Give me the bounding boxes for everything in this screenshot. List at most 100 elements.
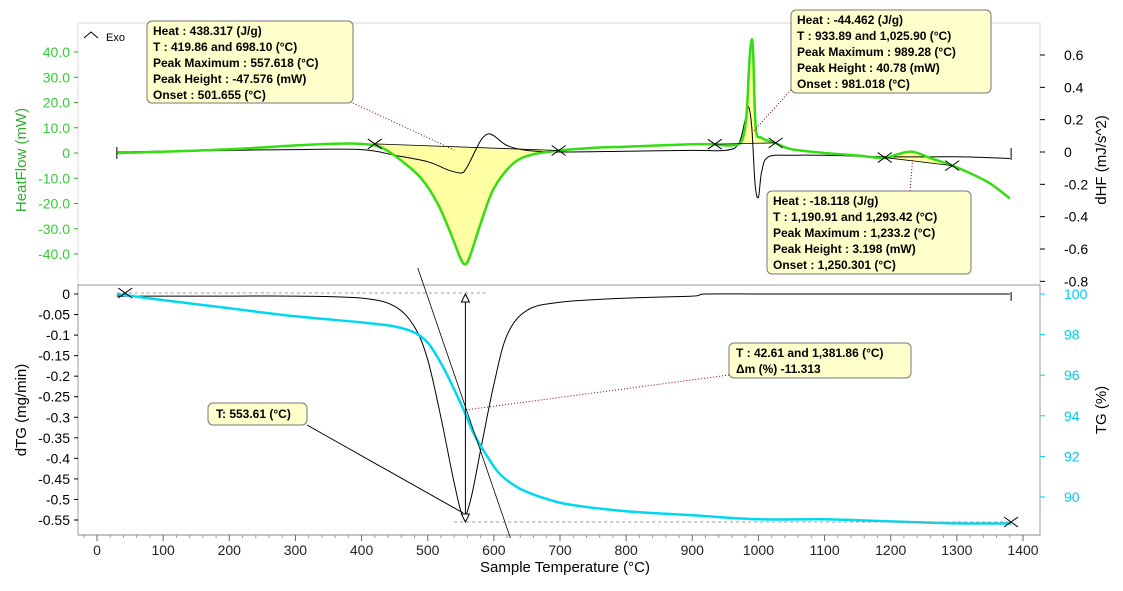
tg-tick-label: 90 <box>1064 489 1080 505</box>
x-tick-label: 1100 <box>810 542 840 558</box>
x-tick-label: 1300 <box>941 542 972 558</box>
dtg-tick-label: -0.35 <box>38 430 70 446</box>
annotation-2-line-5: Onset : 981.018 (°C) <box>797 77 910 91</box>
peak-limit-marker <box>768 137 783 149</box>
tg-curve <box>116 292 1012 525</box>
leader-1 <box>352 102 455 151</box>
tg-tick-label: 98 <box>1064 327 1080 343</box>
heatflow-tick-label: 20.0 <box>43 95 70 111</box>
dtg-tick-label: -0.05 <box>38 307 70 323</box>
x-axis: 0 100 200 300 400 500 600 700 800 900 1000 1100 1200… <box>78 534 1040 558</box>
leader-2 <box>751 89 792 134</box>
x-tick-label: 500 <box>416 542 440 558</box>
peak-fill-3 <box>884 151 954 167</box>
peak-limit-marker <box>944 160 960 172</box>
annotation-2-line-2: T : 933.89 and 1,025.90 (°C) <box>797 29 951 43</box>
annotation-2-line-4: Peak Height : 40.78 (mW) <box>797 61 940 75</box>
dtg-tick-label: -0.4 <box>46 450 70 466</box>
dhf-axis-title: dHF (mJ/s^2) <box>1093 115 1110 205</box>
dtg-tick-label: -0.55 <box>38 512 70 528</box>
onset-tangent <box>417 267 511 539</box>
dhf-axis: 0.6 0.4 0.2 0 -0.2 -0.4 -0.6 -0.8 <box>1040 47 1088 289</box>
annotation-4-line-2: Δm (%) -11.313 <box>736 362 821 376</box>
dtg-tick-label: -0.45 <box>38 471 70 487</box>
annotation-box-4[interactable]: T : 42.61 and 1,381.86 (°C) Δm (%) -11.3… <box>728 342 912 379</box>
dtg-axis-title: dTG (mg/min) <box>13 364 30 457</box>
annotation-box-1[interactable]: Heat : 438.317 (J/g) T : 419.86 and 698.… <box>146 20 354 104</box>
annotation-5-line-1: T: 553.61 (°C) <box>216 407 291 421</box>
x-tick-label: 600 <box>482 542 506 558</box>
leader-3 <box>909 159 914 192</box>
dhf-tick-label: -0.4 <box>1064 209 1088 225</box>
annotation-box-5[interactable]: T: 553.61 (°C) <box>207 402 308 426</box>
tg-tick-label: 100 <box>1064 286 1088 302</box>
x-tick-label: 400 <box>350 542 374 558</box>
peak-integration-fills <box>374 39 954 265</box>
mass-loss-arrowhead-up <box>460 292 471 303</box>
tg-tick-label: 96 <box>1064 367 1080 383</box>
exo-label: Exo <box>106 32 125 44</box>
heatflow-curve <box>116 38 1011 266</box>
heatflow-tick-label: 0 <box>62 145 70 161</box>
bottom-curves <box>116 267 1012 539</box>
x-tick-label: 800 <box>614 542 638 558</box>
x-tick-label: 300 <box>284 542 308 558</box>
x-tick-label: 900 <box>681 542 705 558</box>
x-tick-label: 700 <box>548 542 572 558</box>
annotation-3-line-4: Peak Height : 3.198 (mW) <box>773 242 916 256</box>
annotation-3-line-1: Heat : -18.118 (J/g) <box>773 194 878 208</box>
dtg-tick-label: -0.2 <box>46 368 70 384</box>
x-tick-label: 100 <box>151 542 175 558</box>
annotation-1-line-5: Onset : 501.655 (°C) <box>153 88 266 102</box>
peak-limit-marker <box>877 152 893 163</box>
heatflow-tick-label: 30.0 <box>43 69 70 85</box>
annotation-box-3[interactable]: Heat : -18.118 (J/g) T : 1,190.91 and 1,… <box>766 190 972 275</box>
x-axis-title: Sample Temperature (°C) <box>480 559 650 576</box>
annotation-1-line-4: Peak Height : -47.576 (mW) <box>153 72 306 86</box>
markers <box>116 137 1019 528</box>
heatflow-tick-label: 10.0 <box>43 120 70 136</box>
annotation-3-line-5: Onset : 1,250.301 (°C) <box>773 258 896 272</box>
tg-axis: 100 98 96 94 92 90 <box>1040 286 1088 505</box>
dtg-tick-label: -0.3 <box>46 409 70 425</box>
annotation-2-line-1: Heat : -44.462 (J/g) <box>797 13 903 27</box>
dtg-tick-label: 0 <box>62 286 70 302</box>
tg-axis-title: TG (%) <box>1093 386 1110 434</box>
x-tick-label: 1000 <box>743 542 774 558</box>
x-tick-label: 1200 <box>875 542 906 558</box>
annotation-4-line-1: T : 42.61 and 1,381.86 (°C) <box>736 346 884 360</box>
annotation-box-2[interactable]: Heat : -44.462 (J/g) T : 933.89 and 1,02… <box>790 9 992 94</box>
heatflow-axis: 40.0 30.0 20.0 10.0 0 -10.0 -20.0 -30.0 -40.0 <box>38 44 78 262</box>
x-tick-label: 1400 <box>1007 542 1038 558</box>
peak-baseline-3 <box>884 157 953 167</box>
annotation-1-line-3: Peak Maximum : 557.618 (°C) <box>153 56 319 70</box>
dtg-tick-label: -0.1 <box>46 327 70 343</box>
tg-step-marker <box>1003 516 1019 528</box>
peak-baseline-1 <box>374 143 559 151</box>
dtg-axis: 0 -0.05 -0.1 -0.15 -0.2 -0.25 -0.3 -0.35 -0.4 -0.… <box>38 286 78 528</box>
dtg-tick-label: -0.15 <box>38 348 70 364</box>
annotation-1-line-2: T : 419.86 and 698.10 (°C) <box>153 40 297 54</box>
annotation-2-line-3: Peak Maximum : 989.28 (°C) <box>797 45 956 59</box>
annotation-3-line-3: Peak Maximum : 1,233.2 (°C) <box>773 226 935 240</box>
peak-fill-1 <box>374 143 559 265</box>
peak-limit-marker <box>367 138 383 150</box>
dhf-tick-label: -0.8 <box>1064 273 1088 289</box>
x-tick-label: 0 <box>93 542 101 558</box>
dhf-tick-label: 0 <box>1064 144 1072 160</box>
dhf-tick-label: -0.2 <box>1064 176 1088 192</box>
heatflow-tick-label: -20.0 <box>38 196 70 212</box>
tg-tick-label: 92 <box>1064 448 1080 464</box>
dtg-tick-label: -0.5 <box>46 491 70 507</box>
dhf-tick-label: 0.4 <box>1064 79 1084 95</box>
annotation-1-line-1: Heat : 438.317 (J/g) <box>153 24 262 38</box>
dhf-curve <box>116 106 1010 199</box>
leader-4 <box>465 374 730 411</box>
heatflow-tick-label: -30.0 <box>38 221 70 237</box>
heatflow-tick-label: 40.0 <box>43 44 70 60</box>
x-tick-label: 200 <box>218 542 242 558</box>
annotation-leaders <box>306 89 914 514</box>
dhf-tick-label: 0.2 <box>1064 112 1084 128</box>
mass-loss-arrowhead-down <box>460 513 471 524</box>
